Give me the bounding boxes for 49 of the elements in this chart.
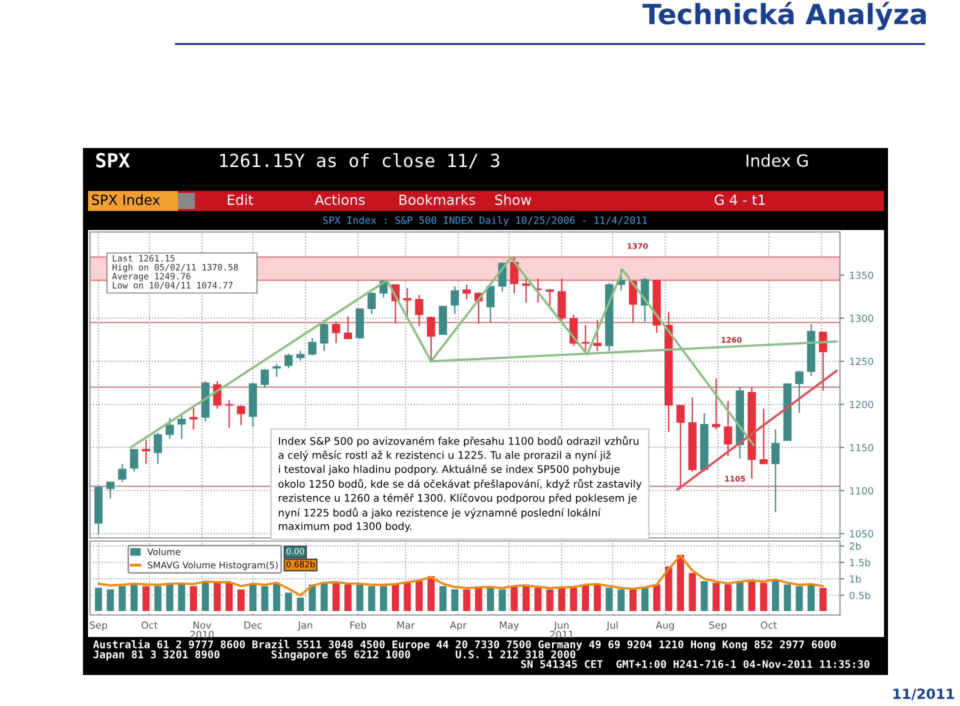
annotation: Average 1249.76	[112, 272, 190, 282]
text: SPX	[96, 152, 130, 168]
text: Edit	[228, 194, 254, 206]
y-tick-label: 1250	[850, 358, 874, 366]
x-tick-label: Apr	[450, 622, 467, 631]
annotation: Index S&P 500 po avizovaném fake přesahu 1100 bodů odrazil vzhůru a celý měsíc rostl až k rezistenci u 1225. Tu ale prorazil a nyní již i testoval jako hladinu podpory. Aktuálně se index SP500 pohybuje okolo 1250 bodů, kde se dá očekávat přešlapování, když růst zastavily rezistence u 1260 a téměř 1300. Klíčovou podporou před poklesem je nyní 1225 bodů a jako rezistence je významné poslední lokální maximum pod 1300 body.	[278, 436, 642, 532]
x-tick-label: Jul	[606, 621, 618, 631]
y-tick-label: 0.5b	[850, 592, 870, 600]
text: SPX Index	[92, 194, 160, 206]
chart-subtitle: SPX Index : S&P 500 INDEX Daily 10/25/2006 - 11/4/2011	[323, 216, 647, 226]
y-tick-label: 1100	[850, 487, 874, 494]
text: Actions	[314, 194, 365, 206]
text: Australia 61 2 9777 8600 Brazil 5511 3048 4500 Europe 44 20 7330 7500 Germany 49 69 9204 1210 Hong Kong 852 2977 6000	[93, 640, 836, 650]
y-tick-label: 1b	[850, 575, 861, 583]
text: 11/2011	[894, 688, 954, 700]
x-tick-label: Jun 2011	[550, 622, 574, 638]
chart-title: Technická Analýza	[642, 2, 926, 30]
x-tick-label: Mar	[397, 622, 415, 629]
annotation: 0.682b	[286, 560, 315, 568]
y-tick-label: 1050	[850, 530, 874, 538]
text: 1261.15Y as of close 11/ 3	[220, 153, 500, 169]
y-tick-label: 2b	[850, 542, 861, 550]
text: Index G	[746, 154, 808, 167]
text: SN 541345 CET GMT+1:00 H241-716-1 04-Nov-2011 11:35:30	[521, 660, 870, 668]
x-tick-label: Dec	[244, 622, 262, 629]
text: G 4 - t1	[714, 194, 765, 206]
y-tick-label: 1.5b	[850, 558, 870, 566]
x-tick-label: Aug	[656, 622, 674, 631]
y-tick-label: 1350	[850, 272, 874, 279]
x-tick-label: Oct	[142, 621, 158, 629]
annotation: High on 05/02/11 1370.58	[112, 264, 238, 272]
y-tick-label: 1200	[850, 400, 874, 408]
legend-label: SMAVG Volume Histogram(5)	[148, 561, 278, 570]
x-tick-label: Jan	[298, 622, 312, 631]
annotation: 0.00	[286, 548, 304, 554]
text: Bookmarks	[400, 194, 476, 206]
x-tick-label: Feb	[350, 621, 366, 629]
x-tick-label: May	[500, 622, 519, 631]
annotation: Last 1261.15	[112, 254, 175, 262]
x-tick-label: Nov 2010	[190, 622, 214, 638]
text: Show	[495, 194, 532, 206]
legend-label: Volume	[147, 548, 180, 556]
y-tick-label: 1150	[850, 444, 874, 452]
y-tick-label: 1300	[850, 314, 874, 322]
x-tick-label: Sep	[90, 621, 108, 631]
x-tick-label: Oct	[760, 621, 777, 629]
text: Japan 81 3 3201 8900 Singapore 65 6212 1000 U.S. 1 212 318 2000	[94, 650, 576, 660]
annotation: Low on 10/04/11 1074.77	[112, 282, 233, 290]
x-tick-label: Sep	[709, 621, 726, 631]
